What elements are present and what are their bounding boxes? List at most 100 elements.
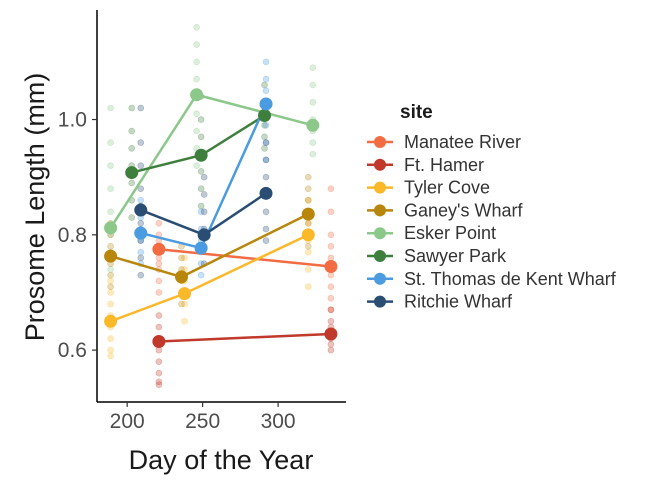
legend-key-point — [374, 158, 386, 171]
raw-point — [155, 346, 163, 354]
raw-point — [262, 156, 270, 164]
raw-point — [197, 116, 205, 123]
raw-point — [309, 150, 317, 158]
series-line — [158, 332, 331, 343]
raw-point — [304, 173, 312, 181]
raw-point — [304, 196, 312, 204]
raw-point — [193, 58, 200, 66]
raw-point — [193, 75, 200, 83]
raw-point — [107, 104, 114, 112]
raw-point — [178, 254, 185, 262]
raw-point — [155, 323, 163, 331]
raw-point — [128, 127, 136, 135]
raw-point — [193, 110, 200, 118]
raw-point — [137, 162, 145, 169]
legend-key-point — [374, 181, 386, 194]
raw-point — [107, 289, 114, 296]
raw-point — [107, 266, 114, 273]
raw-point — [262, 75, 270, 83]
raw-point — [262, 58, 270, 66]
mean-point — [178, 287, 192, 301]
legend-label: St. Thomas de Kent Wharf — [404, 269, 617, 289]
x-tick-label: 200 — [110, 410, 145, 433]
mean-point — [301, 228, 315, 242]
raw-point — [327, 271, 335, 279]
legend-key-point — [374, 227, 386, 240]
raw-point — [107, 243, 114, 250]
raw-point — [155, 381, 163, 389]
raw-point — [309, 139, 317, 146]
mean-point — [324, 327, 338, 341]
raw-point — [155, 312, 163, 319]
raw-point — [197, 133, 205, 141]
raw-point — [262, 156, 270, 164]
raw-point — [304, 283, 312, 291]
raw-point — [309, 81, 317, 89]
raw-point — [197, 168, 205, 175]
raw-point — [128, 145, 136, 152]
y-tick-label: 1.0 — [58, 109, 87, 132]
raw-point — [155, 219, 163, 227]
raw-point — [155, 260, 163, 267]
raw-point — [261, 145, 268, 152]
raw-point — [107, 139, 114, 146]
mean-point — [190, 88, 204, 102]
mean-point — [259, 97, 273, 111]
mean-point — [197, 228, 211, 242]
legend: site Manatee River Ft. Hamer Tyler CoveGan… — [367, 102, 617, 312]
raw-point — [107, 271, 114, 279]
raw-point — [107, 162, 114, 169]
raw-point — [327, 306, 335, 314]
raw-point — [137, 104, 145, 112]
mean-point — [134, 226, 148, 240]
raw-point — [309, 98, 317, 106]
raw-point — [107, 335, 114, 342]
raw-point — [155, 277, 163, 285]
mean-point — [104, 314, 118, 328]
legend-items: Manatee River Ft. Hamer Tyler CoveGaney's … — [367, 132, 617, 312]
mean-point — [258, 108, 272, 122]
mean-point — [175, 270, 189, 284]
raw-point — [304, 248, 312, 256]
mean-point — [125, 166, 139, 180]
raw-point — [197, 202, 205, 210]
raw-point — [327, 254, 335, 262]
raw-point — [107, 346, 114, 354]
raw-point — [128, 214, 136, 221]
mean-point — [301, 207, 315, 221]
mean-points-layer — [104, 88, 338, 348]
legend-key-point — [374, 204, 386, 217]
raw-point — [193, 23, 200, 31]
raw-point — [200, 173, 208, 181]
raw-point — [304, 196, 312, 204]
mean-point — [324, 260, 338, 274]
mean-point — [134, 203, 148, 217]
raw-point — [155, 369, 163, 377]
raw-point — [309, 64, 317, 71]
raw-point — [181, 317, 188, 325]
y-axis-ticks: 0.6 0.8 1.0 — [58, 109, 97, 362]
raw-point — [155, 254, 163, 262]
raw-point — [261, 133, 268, 141]
raw-point — [137, 248, 145, 256]
raw-point — [327, 317, 335, 325]
raw-point — [107, 352, 114, 360]
raw-point — [327, 306, 335, 314]
mean-point — [104, 249, 118, 263]
raw-point — [262, 208, 270, 216]
raw-point — [262, 173, 270, 181]
mean-point — [194, 241, 208, 255]
raw-point — [137, 219, 145, 227]
legend-key-point — [374, 272, 386, 285]
raw-point — [262, 139, 270, 146]
x-tick-label: 250 — [185, 410, 220, 433]
raw-point — [327, 243, 335, 250]
raw-point — [327, 185, 335, 193]
raw-point — [107, 283, 114, 291]
legend-label: Tyler Cove — [404, 178, 490, 198]
raw-point — [107, 300, 114, 308]
legend-label: Manatee River — [404, 132, 521, 152]
raw-point — [304, 243, 312, 250]
raw-point — [262, 121, 270, 129]
